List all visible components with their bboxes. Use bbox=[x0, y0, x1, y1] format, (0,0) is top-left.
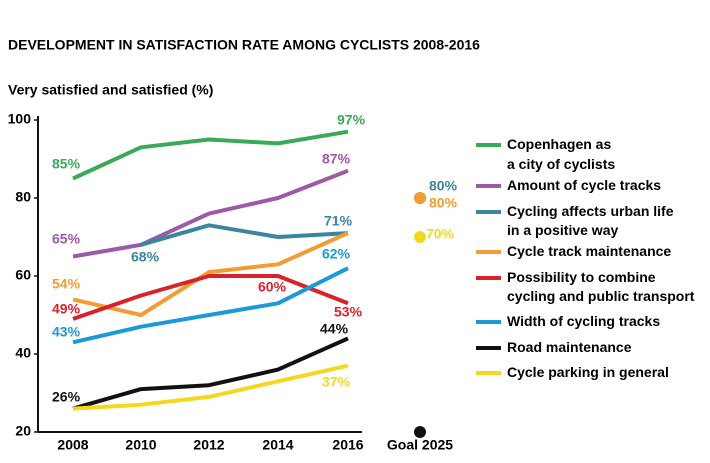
legend-label: Width of cycling tracks bbox=[507, 313, 660, 329]
data-label: 65% bbox=[52, 231, 81, 247]
data-label: 87% bbox=[322, 151, 351, 167]
x-tick-label: 2010 bbox=[125, 437, 156, 453]
data-label: 71% bbox=[324, 213, 353, 229]
legend-label: Cycle parking in general bbox=[507, 364, 669, 380]
data-label: 97% bbox=[337, 112, 366, 128]
goal-label: 80% bbox=[429, 195, 458, 211]
x-tick-label: Goal 2025 bbox=[387, 437, 453, 453]
data-label: 85% bbox=[52, 156, 81, 172]
data-label: 44% bbox=[320, 321, 349, 337]
goal-label: 80% bbox=[429, 178, 458, 194]
goal-dot bbox=[414, 426, 426, 438]
series-line bbox=[72, 274, 349, 321]
legend-label: Cycling affects urban life in a positive … bbox=[507, 203, 674, 238]
x-tick-label: 2012 bbox=[193, 437, 224, 453]
series-line bbox=[72, 266, 349, 345]
legend-label: Cycle track maintenance bbox=[507, 243, 671, 259]
chart-title: DEVELOPMENT IN SATISFACTION RATE AMONG C… bbox=[8, 37, 480, 53]
data-label: 54% bbox=[52, 276, 81, 292]
y-tick-label: 20 bbox=[15, 423, 31, 439]
data-label: 37% bbox=[322, 374, 351, 390]
y-tick-label: 40 bbox=[15, 345, 31, 361]
data-label: 53% bbox=[334, 304, 363, 320]
series-line bbox=[72, 231, 349, 317]
legend-label: Possibility to combine cycling and public… bbox=[507, 269, 695, 304]
x-tick-label: 2008 bbox=[57, 437, 88, 453]
y-tick-label: 60 bbox=[15, 267, 31, 283]
goal-dot bbox=[414, 231, 426, 243]
data-label: 26% bbox=[52, 389, 81, 405]
x-tick-label: 2016 bbox=[332, 437, 363, 453]
series-line bbox=[72, 129, 349, 181]
data-label: 43% bbox=[52, 324, 81, 340]
legend-label: Road maintenance bbox=[507, 339, 632, 355]
data-label: 60% bbox=[258, 279, 287, 295]
series-line bbox=[72, 336, 349, 411]
y-axis-label: Very satisfied and satisfied (%) bbox=[8, 82, 213, 98]
goal-dot bbox=[414, 192, 426, 204]
series-line bbox=[140, 223, 349, 247]
legend-label: Copenhagen as a city of cyclists bbox=[507, 136, 615, 172]
data-label: 68% bbox=[131, 249, 160, 265]
legend-label: Amount of cycle tracks bbox=[507, 177, 661, 193]
goal-label: 70% bbox=[426, 226, 455, 242]
data-label: 62% bbox=[322, 246, 351, 262]
series-line bbox=[72, 168, 349, 259]
series-line bbox=[72, 363, 349, 411]
data-label: 49% bbox=[52, 301, 81, 317]
y-tick-label: 100 bbox=[8, 111, 32, 127]
y-tick-label: 80 bbox=[15, 189, 31, 205]
x-tick-label: 2014 bbox=[262, 437, 293, 453]
